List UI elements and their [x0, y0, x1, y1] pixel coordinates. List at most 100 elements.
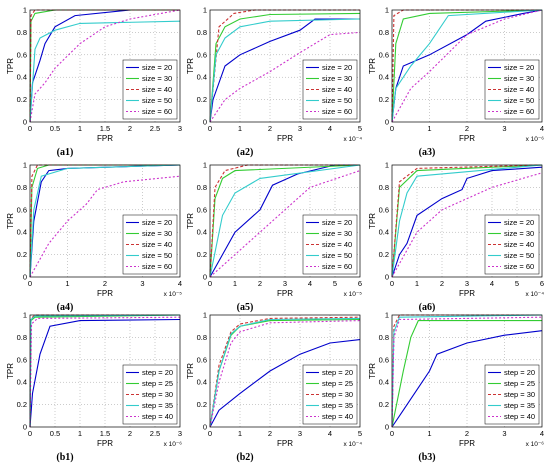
legend-entry: size = 60	[504, 107, 534, 116]
legend: size = 20 size = 30 size = 40 size = 50 size…	[302, 214, 358, 275]
legend: size = 20 size = 30 size = 40 size = 50 size…	[122, 214, 178, 275]
legend-entry: step = 20	[322, 368, 353, 377]
legend: size = 20 size = 30 size = 40 size = 50 size…	[484, 214, 540, 275]
x-tick-label: 3	[465, 279, 469, 288]
panel-label: (a3)	[419, 147, 436, 158]
legend-entry: step = 40	[142, 412, 173, 421]
series-line-3	[209, 316, 361, 428]
axes-frame	[209, 314, 361, 428]
series-line-4	[391, 164, 543, 278]
panel-label: (a4)	[57, 302, 74, 313]
x-tick-label: 6	[540, 279, 544, 288]
x-tick-label: 1	[427, 124, 431, 133]
y-tick-label: 1	[23, 161, 27, 170]
legend-entry: size = 50	[504, 96, 534, 105]
y-tick-label: 0	[23, 273, 27, 282]
x-tick-label: 2	[128, 124, 132, 133]
x-axis-exponent: x 10⁻⁵	[344, 291, 363, 298]
legend-entry: size = 30	[142, 74, 172, 83]
legend-entry: size = 30	[142, 229, 172, 238]
y-tick-label: 1	[385, 6, 389, 15]
y-tick-label: 0.6	[17, 50, 27, 59]
legend-entry: step = 35	[504, 401, 535, 410]
axes-frame	[29, 164, 181, 278]
y-tick-label: 0.6	[197, 355, 207, 364]
panel-label: (a6)	[419, 302, 436, 313]
chart-panel-9: 0 1 2 3 4 0 0.2 0.4 0.6 0.8 1 FPR TPR x 10⁻⁶ step = 20…	[368, 311, 544, 463]
y-axis-label: TPR	[368, 213, 377, 229]
legend-entry: step = 30	[142, 390, 173, 399]
legend-entry: size = 40	[142, 85, 172, 94]
x-tick-label: 0.5	[50, 124, 60, 133]
y-tick-label: 0.2	[197, 250, 207, 259]
y-tick-label: 0.4	[17, 228, 27, 237]
y-tick-label: 0.6	[197, 50, 207, 59]
legend-entry: step = 40	[322, 412, 353, 421]
legend-entry: size = 60	[142, 262, 172, 271]
legend: step = 20 step = 25 step = 30 step = 35 step…	[302, 364, 358, 425]
y-tick-label: 0.2	[17, 250, 27, 259]
y-tick-label: 0	[203, 118, 207, 127]
legend-entry: size = 30	[504, 74, 534, 83]
series-line-4	[209, 18, 361, 123]
x-tick-label: 3	[502, 429, 506, 438]
legend-entry: step = 25	[142, 379, 173, 388]
x-axis-exponent: x 10⁻⁵	[164, 291, 183, 298]
chart-panel-4: 0 1 2 3 4 0 0.2 0.4 0.6 0.8 1 FPR TPR x 10⁻⁵ size = 20…	[6, 161, 182, 314]
y-tick-label: 0.8	[17, 333, 27, 342]
y-tick-label: 0.2	[197, 95, 207, 104]
legend-entry: size = 50	[504, 251, 534, 260]
legend-entry: step = 25	[322, 379, 353, 388]
x-axis-exponent: x 10⁻⁴	[343, 441, 362, 448]
series-line-1	[209, 339, 361, 428]
legend-entry: step = 30	[504, 390, 535, 399]
y-tick-label: 0.2	[379, 400, 389, 409]
x-tick-label: 3	[502, 124, 506, 133]
legend-entry: size = 50	[142, 251, 172, 260]
legend-entry: size = 60	[322, 262, 352, 271]
y-tick-label: 0.6	[379, 50, 389, 59]
legend: step = 20 step = 25 step = 30 step = 35 step…	[122, 364, 178, 425]
x-tick-label: 2	[440, 279, 444, 288]
axes-frame	[391, 164, 543, 278]
y-axis-label: TPR	[6, 58, 15, 74]
y-tick-label: 0.6	[197, 205, 207, 214]
y-tick-label: 0.8	[379, 183, 389, 192]
legend-entry: size = 20	[504, 63, 534, 72]
y-tick-label: 0.4	[197, 73, 207, 82]
series-line-5	[391, 172, 543, 278]
x-tick-label: 1	[238, 124, 242, 133]
x-tick-label: 5	[358, 124, 362, 133]
y-tick-label: 0.8	[17, 183, 27, 192]
x-tick-label: 3	[298, 429, 302, 438]
legend-entry: size = 20	[142, 218, 172, 227]
y-tick-label: 0.8	[197, 183, 207, 192]
x-tick-label: 0	[208, 429, 212, 438]
y-tick-label: 1	[203, 6, 207, 15]
x-tick-label: 2	[465, 429, 469, 438]
x-axis-label: FPR	[459, 134, 475, 143]
x-tick-label: 1.5	[100, 124, 110, 133]
y-axis-label: TPR	[186, 213, 195, 229]
y-axis-label: TPR	[6, 213, 15, 229]
series-line-2	[391, 164, 543, 278]
series-line-4	[209, 164, 361, 278]
legend: size = 20 size = 30 size = 40 size = 50 size…	[122, 59, 178, 120]
y-axis-label: TPR	[186, 58, 195, 74]
series-line-5	[29, 9, 181, 123]
series-line-4	[391, 9, 543, 123]
y-tick-label: 0.8	[197, 333, 207, 342]
x-tick-label: 3	[178, 429, 182, 438]
series-line-5	[29, 175, 181, 278]
series-line-1	[209, 18, 360, 123]
y-tick-label: 0	[385, 423, 389, 432]
x-axis-exponent: x 10⁻⁶	[526, 441, 545, 448]
series-line-3	[29, 164, 180, 278]
x-axis-label: FPR	[97, 289, 113, 298]
y-tick-label: 0.8	[379, 333, 389, 342]
series-line-4	[29, 164, 181, 278]
legend-entry: size = 40	[504, 85, 534, 94]
chart-panel-5: 0 1 2 3 4 5 6 0 0.2 0.4 0.6 0.8 1 FPR TPR x 10⁻⁵ size = …	[186, 161, 362, 314]
axes-frame	[209, 9, 361, 123]
